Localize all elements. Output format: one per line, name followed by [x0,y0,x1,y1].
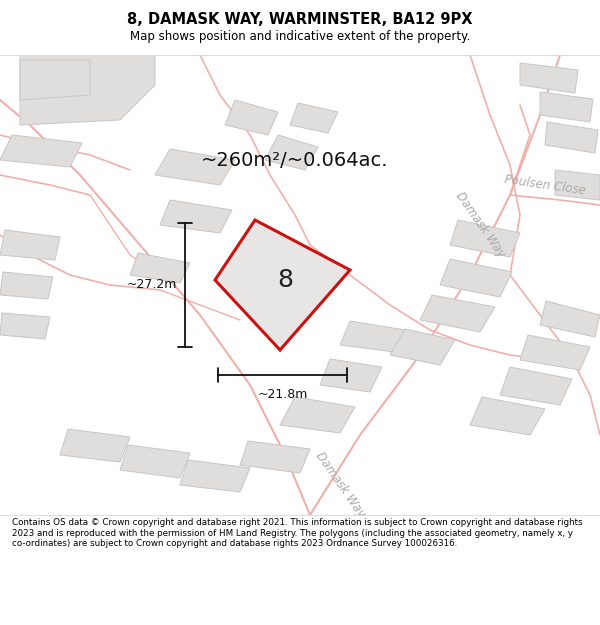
Polygon shape [180,460,250,492]
Polygon shape [130,253,190,283]
Text: Map shows position and indicative extent of the property.: Map shows position and indicative extent… [130,30,470,43]
Polygon shape [520,335,590,370]
Polygon shape [420,295,495,332]
Polygon shape [320,359,382,392]
Polygon shape [440,259,512,297]
Polygon shape [0,230,60,260]
Polygon shape [0,313,50,339]
Polygon shape [540,92,593,122]
Polygon shape [20,60,90,100]
Polygon shape [160,200,232,233]
Polygon shape [240,441,310,473]
Polygon shape [60,429,130,462]
Polygon shape [215,220,350,350]
Polygon shape [470,397,545,435]
Polygon shape [545,122,598,153]
Polygon shape [0,135,82,167]
Polygon shape [500,367,572,405]
Polygon shape [0,272,53,299]
Polygon shape [520,63,578,93]
Polygon shape [155,149,235,185]
Polygon shape [340,321,405,352]
Text: ~260m²/~0.064ac.: ~260m²/~0.064ac. [201,151,389,169]
Text: Damask Way: Damask Way [452,190,508,260]
Polygon shape [280,397,355,433]
Text: Poulsen Close: Poulsen Close [503,173,586,197]
Polygon shape [225,100,278,135]
Polygon shape [20,55,155,125]
Polygon shape [120,445,190,478]
Polygon shape [290,103,338,133]
Text: 8: 8 [277,268,293,292]
Polygon shape [540,301,600,337]
Polygon shape [265,135,318,170]
Text: Damask Way: Damask Way [313,450,367,520]
Text: ~21.8m: ~21.8m [257,388,308,401]
Text: 8, DAMASK WAY, WARMINSTER, BA12 9PX: 8, DAMASK WAY, WARMINSTER, BA12 9PX [127,12,473,27]
Text: Contains OS data © Crown copyright and database right 2021. This information is : Contains OS data © Crown copyright and d… [12,518,583,548]
Polygon shape [450,220,520,257]
Polygon shape [390,329,455,365]
Text: ~27.2m: ~27.2m [127,279,177,291]
Polygon shape [555,170,600,200]
